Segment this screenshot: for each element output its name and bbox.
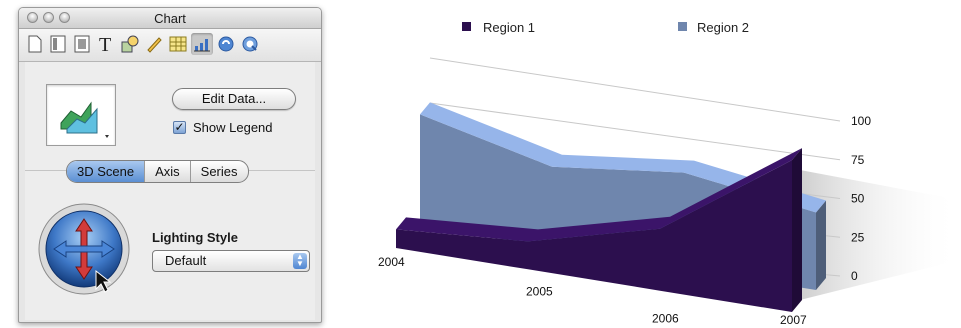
- legend-swatch-region-1: [462, 22, 471, 31]
- chart-shadow: [800, 170, 960, 300]
- table-icon[interactable]: [167, 33, 189, 55]
- x-axis: 2004 2005 2006 2007: [378, 255, 807, 327]
- tab-3d-scene[interactable]: 3D Scene: [67, 161, 146, 182]
- document-icon[interactable]: [24, 33, 46, 55]
- metrics-icon[interactable]: [143, 33, 165, 55]
- y-tick-label: 100: [851, 114, 871, 128]
- lighting-style-select[interactable]: Default ▲ ▼: [152, 250, 310, 272]
- show-legend-checkbox[interactable]: ✓: [173, 120, 186, 134]
- y-tick-label: 0: [851, 269, 858, 283]
- close-window-button[interactable]: [27, 12, 38, 23]
- chart-type-picker[interactable]: [46, 84, 116, 146]
- text-icon[interactable]: T: [95, 33, 117, 55]
- y-tick-label: 50: [851, 192, 865, 206]
- display-icon[interactable]: [71, 33, 93, 55]
- series-region-1: [396, 148, 802, 312]
- window-title: Chart: [154, 11, 186, 26]
- lighting-trackball[interactable]: [36, 201, 132, 297]
- x-tick-label: 2007: [780, 313, 807, 327]
- legend-swatch-region-2: [678, 22, 687, 31]
- lighting-style-value: Default: [165, 253, 207, 268]
- region-1-area-front: [396, 160, 792, 312]
- move-arrows-icon: [53, 218, 115, 280]
- legend-label-region-2: Region 2: [697, 20, 749, 35]
- gridline: [429, 102, 841, 161]
- y-axis: 100 75 50 25 0: [851, 114, 871, 283]
- chart-icon[interactable]: [191, 33, 213, 55]
- region-1-area-side: [792, 148, 802, 312]
- edit-data-button[interactable]: Edit Data...: [172, 88, 296, 110]
- y-tick-label: 75: [851, 153, 865, 167]
- x-tick-label: 2006: [652, 312, 679, 326]
- select-arrows-icon: ▲ ▼: [293, 253, 307, 269]
- graphic-icon[interactable]: [119, 33, 141, 55]
- svg-text:T: T: [99, 34, 111, 54]
- zoom-window-button[interactable]: [59, 12, 70, 23]
- tab-series[interactable]: Series: [200, 164, 238, 179]
- inspector-tabs: 3D Scene Axis Series: [66, 160, 249, 183]
- inspector-toolbar: T: [19, 29, 321, 62]
- legend-label-region-1: Region 1: [483, 20, 535, 35]
- lighting-style-label: Lighting Style: [152, 230, 238, 245]
- region-2-area-side: [816, 200, 826, 290]
- show-legend-label: Show Legend: [193, 120, 273, 135]
- layout-icon[interactable]: [47, 33, 69, 55]
- chart-inspector-window: Chart T: [18, 7, 322, 323]
- gridline: [429, 57, 841, 122]
- link-icon[interactable]: [215, 33, 237, 55]
- y-tick-label: 25: [851, 230, 865, 244]
- mouse-cursor-icon: [95, 269, 112, 293]
- region-2-area-top: [420, 102, 826, 213]
- tab-axis[interactable]: Axis: [145, 161, 191, 182]
- minimize-window-button[interactable]: [43, 12, 54, 23]
- x-tick-label: 2004: [378, 255, 405, 269]
- title-bar[interactable]: Chart: [19, 8, 321, 29]
- region-1-area-top: [396, 148, 802, 242]
- area-chart-type-icon: [60, 101, 109, 138]
- quicktime-icon[interactable]: [239, 33, 261, 55]
- x-tick-label: 2005: [526, 284, 553, 298]
